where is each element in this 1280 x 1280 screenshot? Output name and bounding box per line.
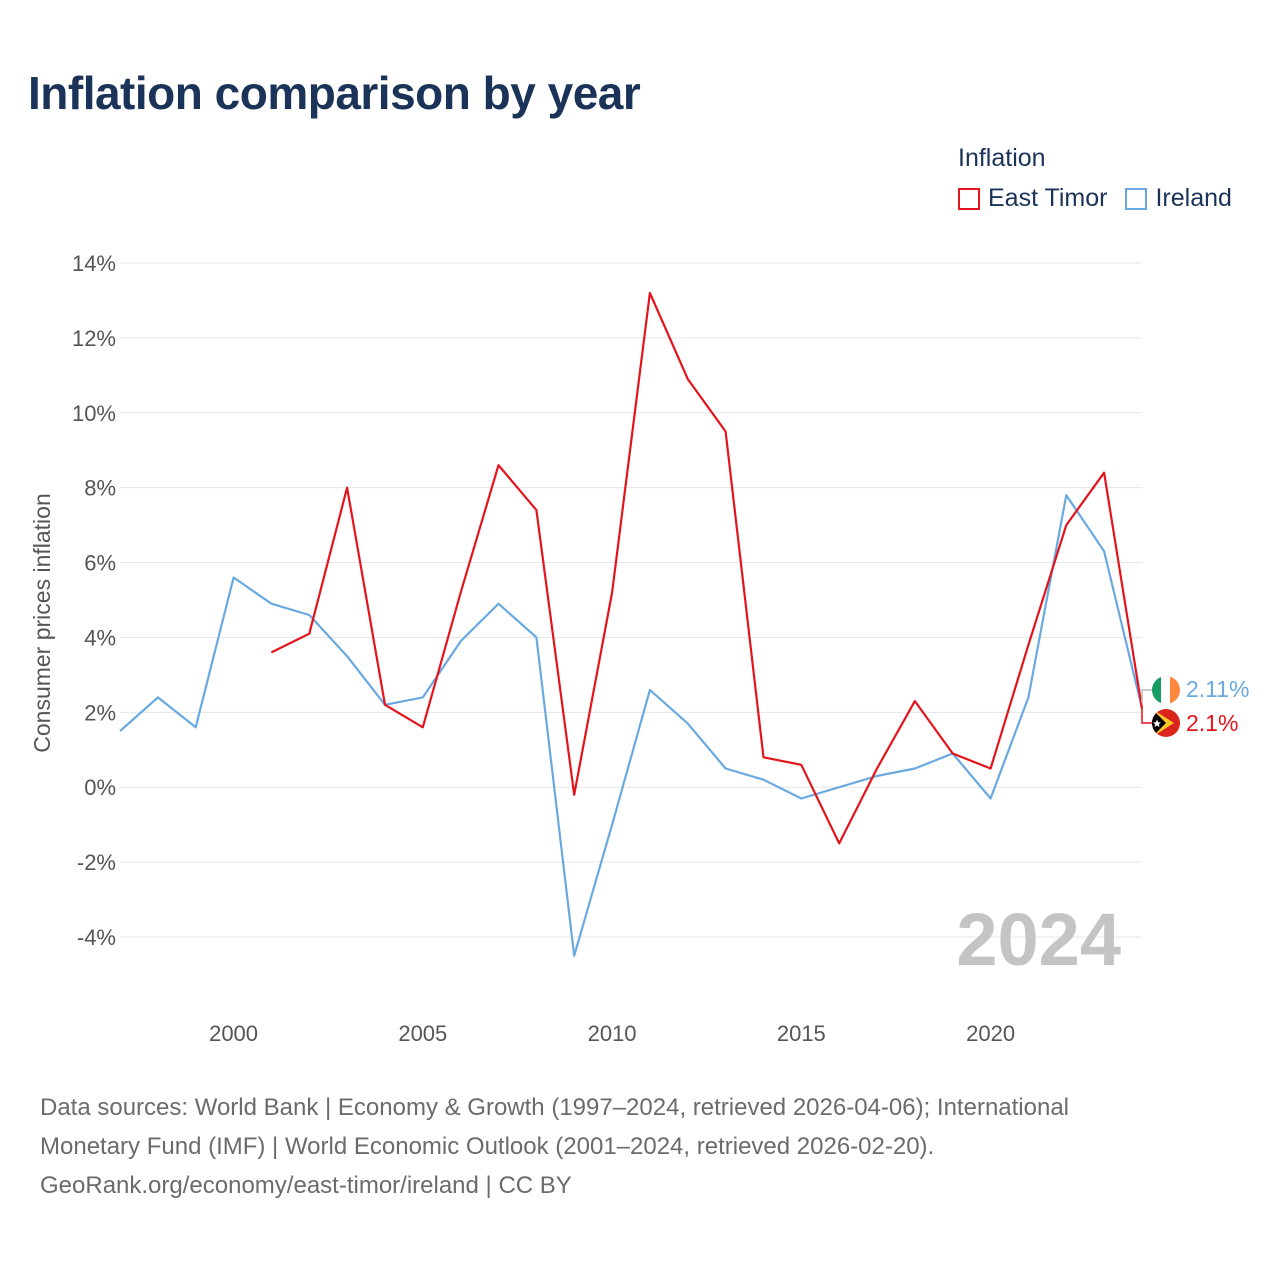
series-lines <box>119 291 1144 957</box>
year-watermark: 2024 <box>956 898 1121 981</box>
ireland-flag-icon <box>1152 676 1180 704</box>
y-tick-label: 6% <box>84 551 116 576</box>
x-tick-label: 2015 <box>777 1021 826 1046</box>
legend-swatch-east-timor <box>958 187 980 210</box>
y-axis-ticks: 14% 12% 10% 8% 6% 4% 2% 0% -2% -4% <box>72 251 116 950</box>
y-tick-label: 4% <box>84 625 116 650</box>
footer-line-2: Monetary Fund (IMF) | World Economic Out… <box>40 1133 935 1160</box>
y-tick-label: -4% <box>77 925 116 950</box>
legend: East Timor Ireland <box>958 184 1232 213</box>
y-tick-label: -2% <box>77 850 116 875</box>
legend-item-east-timor[interactable]: East Timor <box>958 184 1107 213</box>
x-tick-label: 2000 <box>209 1021 258 1046</box>
series-line-ireland[interactable] <box>119 494 1144 957</box>
end-label-east-timor: 2.1% <box>1186 710 1238 736</box>
page-title: Inflation comparison by year <box>28 67 641 119</box>
y-axis-title: Consumer prices inflation <box>29 493 55 753</box>
line-chart: 14%12%10%8%6%4%2%0%-2%-4% 2000 2005 2010 20… <box>29 251 1250 1046</box>
footer-line-1: Data sources: World Bank | Economy & Gro… <box>40 1094 1070 1121</box>
legend-label-east-timor: East Timor <box>988 184 1108 212</box>
x-axis-ticks: 2000 2005 2010 2015 2020 <box>209 1021 1015 1046</box>
legend-item-ireland[interactable]: Ireland <box>1125 184 1232 213</box>
connector-east-timor <box>1141 708 1152 724</box>
x-tick-label: 2005 <box>398 1021 447 1046</box>
y-tick-label: 8% <box>84 476 116 501</box>
legend-label-ireland: Ireland <box>1155 184 1232 212</box>
x-tick-label: 2020 <box>966 1021 1015 1046</box>
y-tick-label: 10% <box>72 401 116 426</box>
end-marker-ireland: 2.11% <box>1141 676 1250 704</box>
y-tick-label: 12% <box>72 326 116 351</box>
end-label-ireland: 2.11% <box>1186 676 1250 702</box>
y-tick-label: 0% <box>84 775 116 800</box>
footer-line-3: GeoRank.org/economy/east-timor/ireland |… <box>40 1172 572 1199</box>
x-tick-label: 2010 <box>588 1021 637 1046</box>
legend-swatch-ireland <box>1125 187 1148 210</box>
connector-ireland <box>1141 689 1152 703</box>
legend-title: Inflation <box>958 144 1046 172</box>
y-tick-label: 2% <box>84 700 116 725</box>
y-tick-label: 14% <box>72 251 116 276</box>
gridlines <box>120 262 1142 938</box>
series-line-east-timor[interactable] <box>270 291 1144 845</box>
east-timor-flag-icon <box>1152 709 1180 737</box>
end-marker-east-timor: 2.1% <box>1141 708 1238 737</box>
footer-sources: Data sources: World Bank | Economy & Gro… <box>40 1088 1240 1205</box>
